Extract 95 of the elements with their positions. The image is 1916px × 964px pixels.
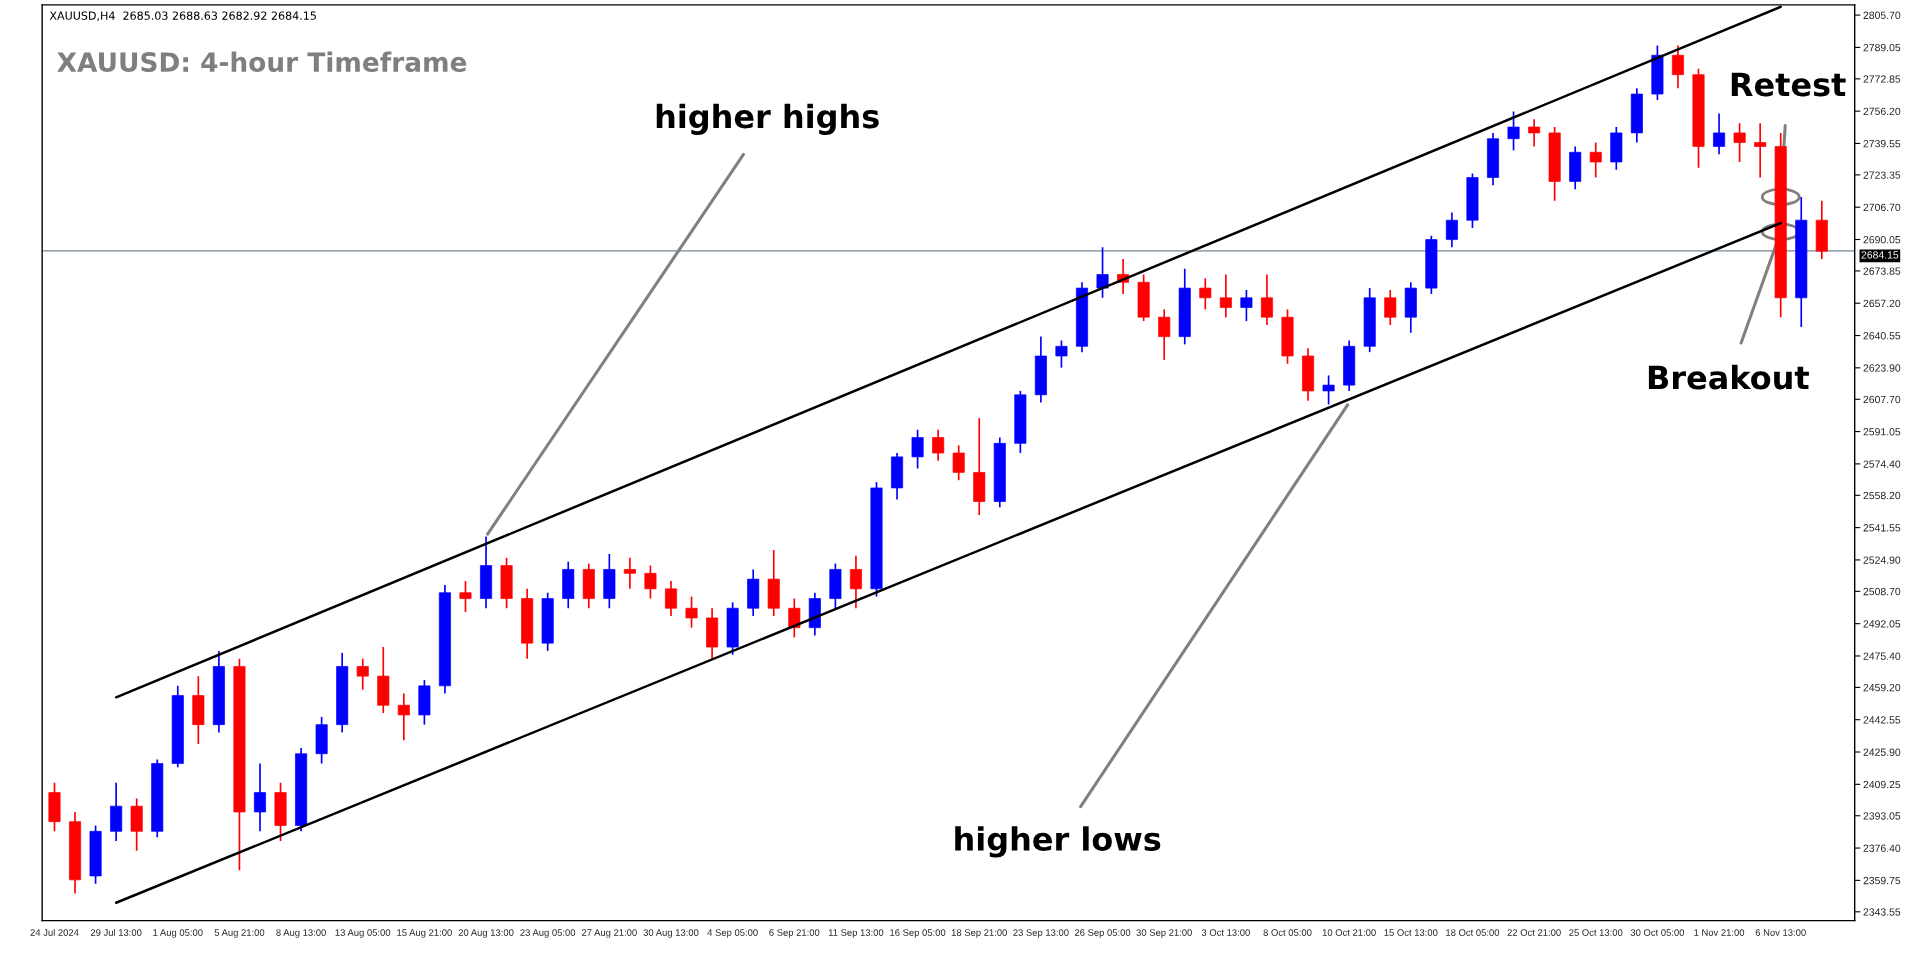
x-tick-label: 30 Oct 05:00 [1630, 929, 1685, 936]
x-tick-label: 20 Aug 13:00 [458, 929, 514, 938]
y-tick-label: 2459.20 [1863, 683, 1901, 692]
y-tick-label: 2690.05 [1863, 235, 1901, 244]
y-tick-label: 2524.90 [1863, 556, 1901, 564]
y-tick-label: 2673.85 [1863, 267, 1901, 275]
y-tick-label: 2607.70 [1863, 395, 1901, 404]
x-tick-label: 25 Oct 13:00 [1569, 929, 1623, 936]
x-tick-label: 29 Jul 13:00 [90, 928, 142, 936]
x-tick-label: 18 Sep 21:00 [951, 929, 1007, 938]
y-tick-label: 2723.35 [1863, 171, 1901, 179]
x-tick-label: 6 Sep 21:00 [769, 929, 820, 938]
y-tick-label: 2772.85 [1863, 75, 1901, 83]
y-tick-label: 2442.55 [1863, 716, 1901, 724]
y-tick-label: 2558.20 [1863, 491, 1901, 500]
y-tick-label: 2393.05 [1863, 812, 1901, 820]
candlestick [1322, 374, 1335, 406]
candlestick [397, 692, 410, 742]
candlestick [644, 564, 657, 600]
candlestick [1199, 277, 1212, 311]
x-tick-label: 11 Sep 13:00 [828, 929, 884, 938]
y-tick-label: 2623.90 [1863, 364, 1901, 372]
candlestick [356, 657, 369, 691]
candlestick [1384, 289, 1397, 326]
y-tick-label: 2640.55 [1863, 332, 1901, 340]
candlestick [253, 762, 266, 833]
candlestick [1445, 211, 1458, 249]
x-tick-label: 13 Aug 05:00 [335, 929, 391, 938]
candlestick [1733, 122, 1746, 163]
candlestick [623, 556, 636, 590]
y-tick-label: 2376.40 [1863, 844, 1901, 852]
y-tick-label: 2591.05 [1863, 428, 1901, 436]
candlestick [1096, 246, 1109, 299]
candlestick [952, 444, 965, 482]
annotation: higher highs [656, 103, 879, 135]
candlestick [1219, 273, 1232, 319]
candlestick [1528, 118, 1541, 148]
y-tick-label: 2805.70 [1863, 11, 1901, 19]
candlestick [911, 428, 924, 470]
y-tick-label: 2475.40 [1863, 652, 1901, 660]
x-tick-label: 5 Aug 21:00 [214, 929, 265, 938]
y-tick-label: 2739.55 [1863, 139, 1901, 148]
y-tick-label: 2409.25 [1863, 780, 1901, 789]
y-tick-label: 2789.05 [1863, 43, 1901, 52]
y-tick-label: 2508.70 [1863, 587, 1901, 596]
candlestick [1240, 289, 1253, 322]
text: XAUUSD: 4-hour Timeframe [57, 51, 467, 72]
y-tick-label: 2706.70 [1863, 203, 1901, 212]
x-tick-label: 15 Oct 13:00 [1384, 929, 1438, 936]
y-tick-label: 2343.55 [1863, 908, 1901, 916]
candlestick [849, 555, 862, 610]
candlestick [685, 595, 698, 629]
y-tick-label: 2425.90 [1863, 748, 1901, 756]
y-tick-label: 2492.05 [1863, 620, 1901, 628]
x-tick-label: 16 Sep 05:00 [890, 929, 946, 938]
x-tick-label: 6 Nov 13:00 [1755, 929, 1806, 936]
annotation: higher lows [955, 826, 1161, 858]
y-tick-label: 2756.20 [1863, 107, 1901, 116]
x-tick-label: 18 Oct 05:00 [1446, 929, 1500, 936]
x-tick-label: 10 Oct 21:00 [1322, 929, 1376, 936]
candlestick [664, 580, 677, 617]
x-tick-label: 30 Aug 13:00 [643, 929, 699, 938]
x-tick-label: 24 Jul 2024 [30, 928, 79, 936]
candlestick [1055, 339, 1068, 369]
annotation: Retest [1731, 72, 1846, 97]
y-tick-label: 2541.55 [1863, 524, 1901, 532]
ref-line-label: 2684.15 [1861, 251, 1899, 259]
candlestick [1260, 273, 1273, 326]
x-tick-label: 1 Aug 05:00 [153, 929, 203, 938]
x-tick-label: 15 Aug 21:00 [397, 929, 452, 938]
x-tick-label: 23 Aug 05:00 [520, 929, 576, 938]
x-tick-label: 22 Oct 21:00 [1507, 929, 1561, 936]
annotation: Breakout [1648, 364, 1809, 390]
y-tick-label: 2657.20 [1863, 299, 1901, 308]
x-tick-label: 27 Aug 21:00 [581, 929, 637, 938]
x-tick-label: 26 Sep 05:00 [1074, 929, 1131, 938]
candlestick [1158, 308, 1171, 361]
x-tick-label: 3 Oct 13:00 [1201, 929, 1250, 936]
x-tick-label: 4 Sep 05:00 [707, 929, 758, 938]
x-tick-label: 1 Nov 21:00 [1694, 929, 1745, 936]
x-tick-label: 8 Aug 13:00 [276, 929, 326, 938]
x-tick-label: 8 Oct 05:00 [1263, 929, 1312, 936]
y-tick-label: 2574.40 [1863, 460, 1901, 468]
annotation: XAUUSD,H4 2685.03 2688.63 2682.92 2684.15 [49, 11, 316, 21]
candlestick [1589, 141, 1602, 179]
candlestick [459, 580, 472, 613]
candlestick [788, 597, 801, 639]
candlestick [1754, 122, 1767, 179]
candlestick [1713, 112, 1726, 156]
x-tick-label: 30 Sep 21:00 [1136, 929, 1192, 938]
candlestick [1507, 110, 1520, 152]
candlestick [1671, 44, 1684, 90]
candlestick [932, 428, 945, 462]
y-tick-label: 2359.75 [1863, 876, 1901, 885]
x-tick-label: 23 Sep 13:00 [1013, 929, 1069, 938]
